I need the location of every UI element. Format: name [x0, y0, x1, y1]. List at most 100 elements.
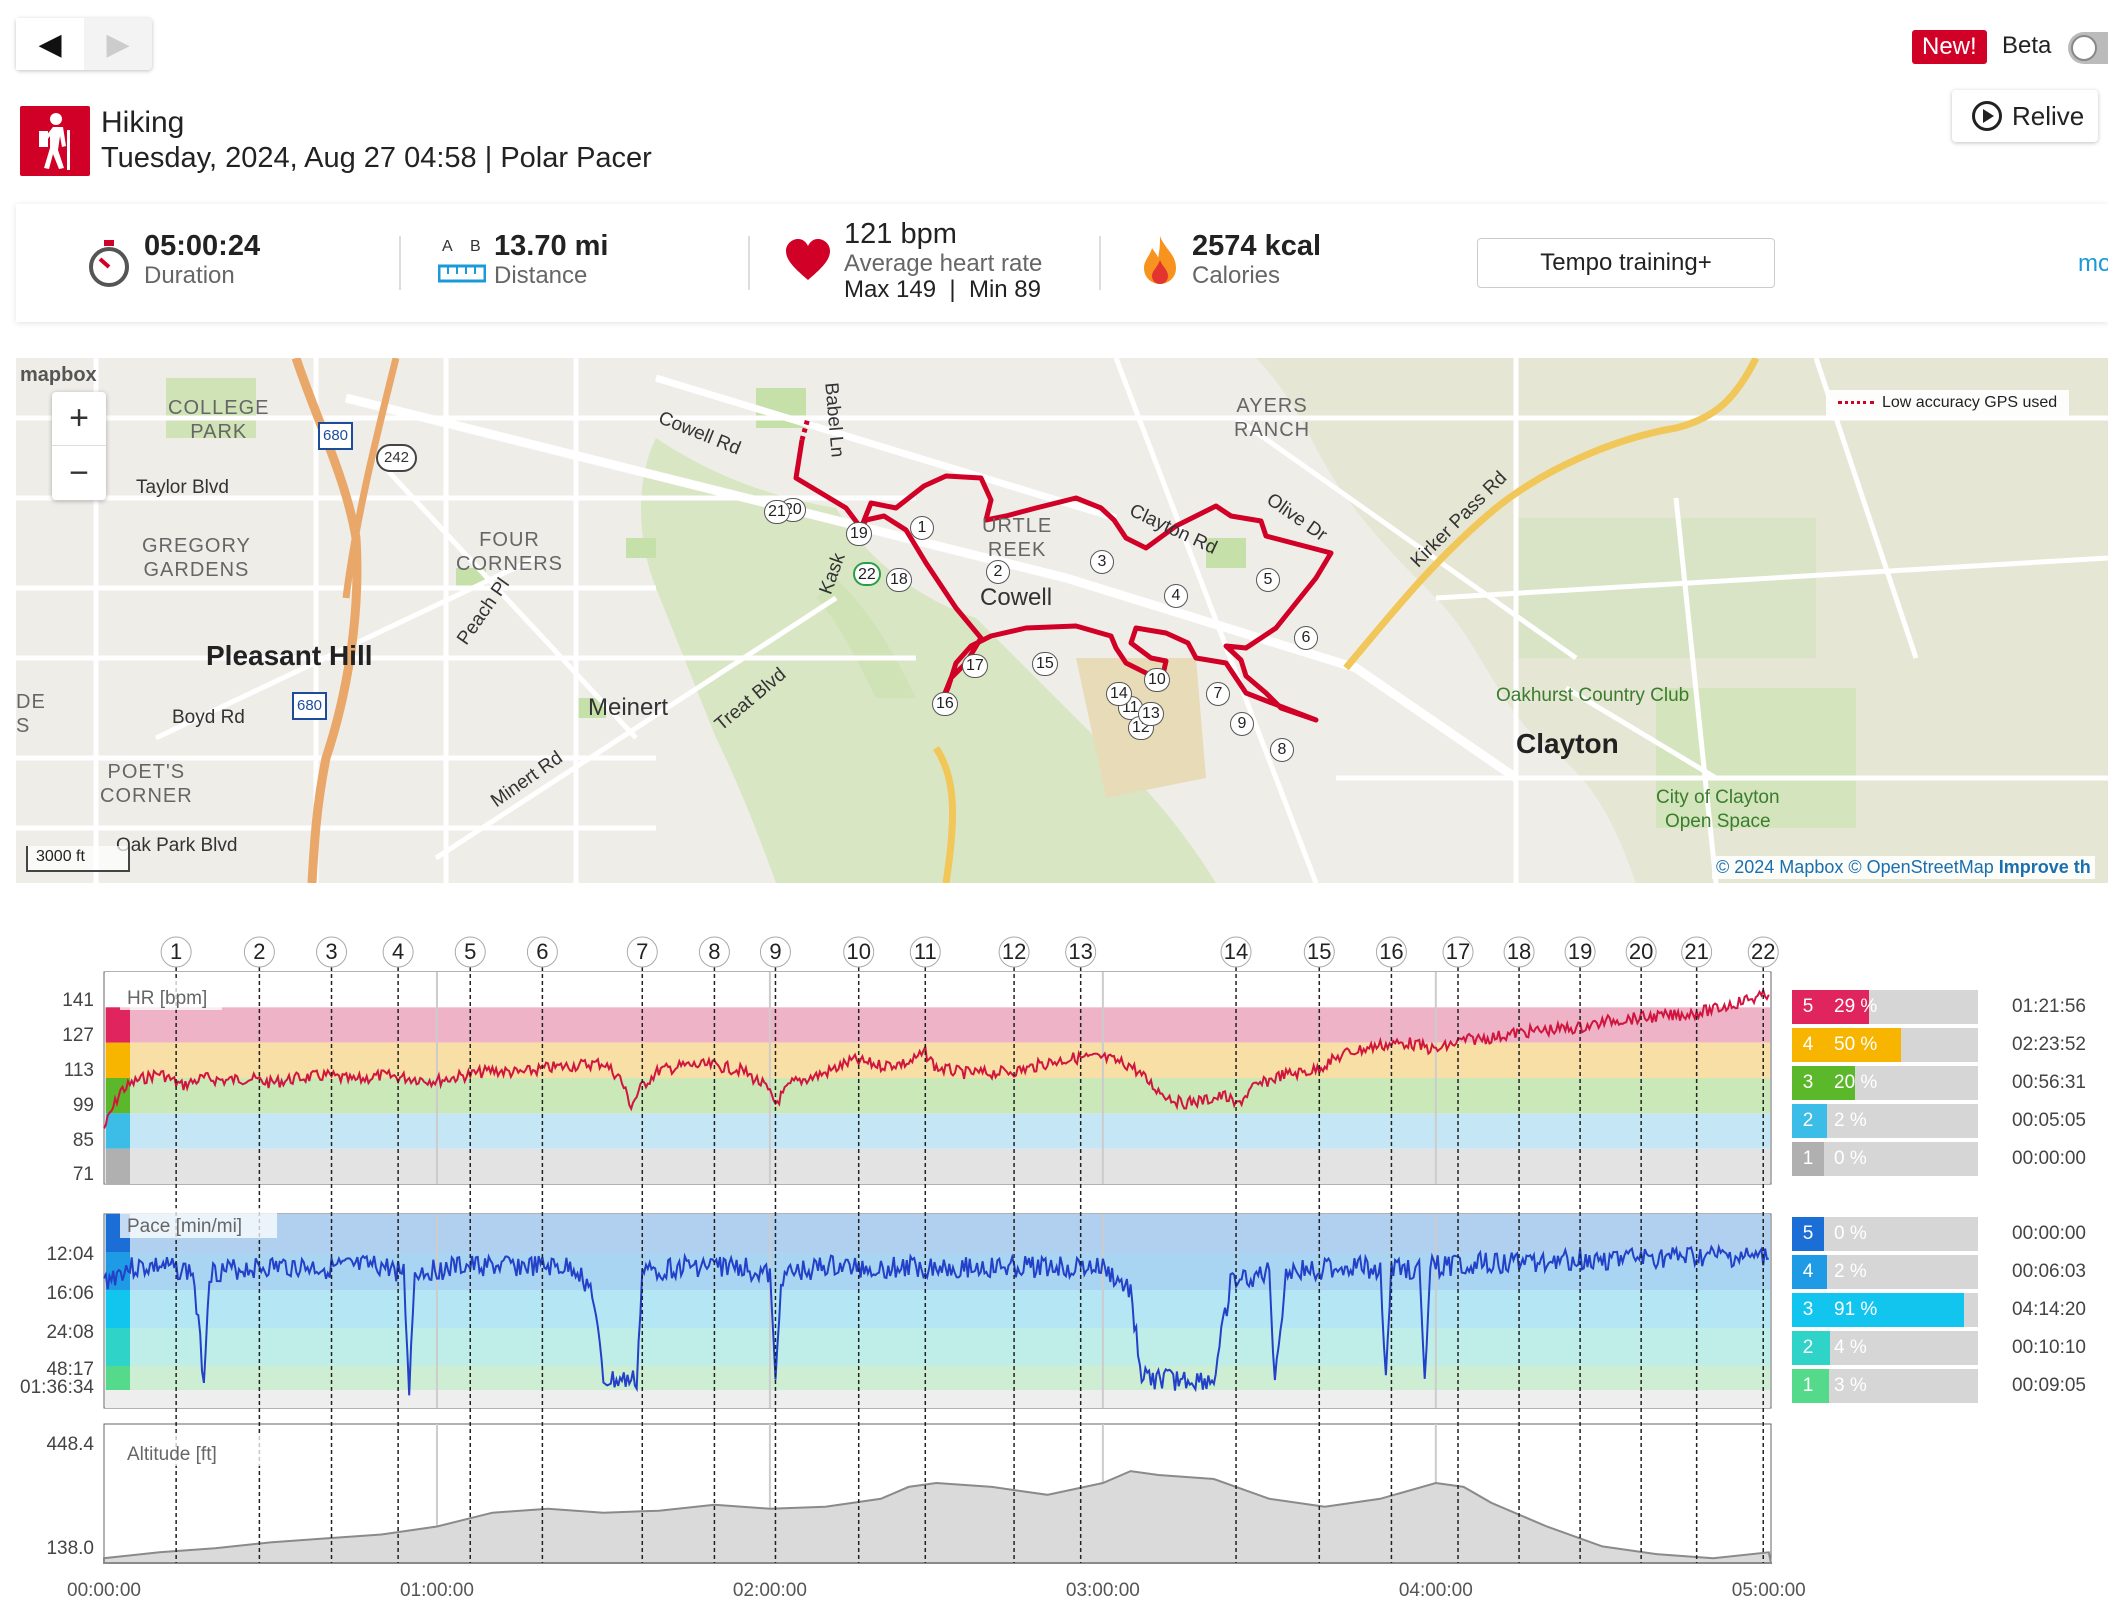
mapbox-attribution[interactable]: © 2024 Mapbox	[1716, 857, 1844, 877]
zoom-out-button[interactable]: −	[69, 453, 89, 492]
lap-marker-label: 9	[769, 939, 781, 964]
lap-marker-label: 2	[253, 939, 265, 964]
lap-marker-label: 6	[536, 939, 548, 964]
heart-rate-stat: 121 bpm Average heart rate Max 149 | Min…	[784, 204, 1084, 322]
lap-marker	[1503, 936, 1535, 968]
lap-marker	[1303, 936, 1335, 968]
improve-map-link[interactable]: Improve th	[1998, 857, 2091, 877]
lap-marker	[316, 936, 348, 968]
map-lap-marker[interactable]: 19	[846, 522, 872, 546]
beta-label: Beta	[2002, 32, 2052, 59]
pace-zone-row: 3 91 %	[1792, 1293, 1978, 1327]
map-lap-marker[interactable]: 13	[1138, 702, 1164, 726]
hr-zone-band	[105, 1042, 1770, 1078]
map-label: Oakhurst Country Club	[1496, 685, 1690, 706]
map-lap-marker[interactable]: 7	[1206, 682, 1230, 706]
lap-marker-label: 11	[914, 939, 937, 964]
hr-y-tick: 85	[73, 1130, 94, 1151]
pace-zone-time: 04:14:20	[2012, 1299, 2086, 1320]
map-label: Oak Park Blvd	[116, 835, 238, 856]
osm-attribution[interactable]: © OpenStreetMap	[1848, 857, 1994, 877]
zoom-in-button[interactable]: +	[52, 392, 106, 446]
hr-zone-time: 02:23:52	[2012, 1034, 2086, 1055]
map-label: Meinert	[588, 694, 669, 721]
pace-zone-bar	[1824, 1369, 1829, 1403]
route-map[interactable]: COLLEGE PARK Taylor Blvd GREGORY GARDENS…	[16, 358, 2108, 883]
lap-marker	[626, 936, 658, 968]
map-lap-marker[interactable]: 6	[1294, 626, 1318, 650]
hr-zone-percent: 50 %	[1834, 1034, 1878, 1055]
lap-marker-label: 13	[1068, 939, 1092, 964]
map-lap-marker[interactable]: 5	[1256, 568, 1280, 592]
map-lap-marker[interactable]: 14	[1106, 682, 1132, 706]
hr-zone-percent: 20 %	[1834, 1072, 1878, 1093]
map-lap-marker[interactable]: 16	[932, 692, 958, 716]
lap-marker-label: 16	[1379, 939, 1403, 964]
map-label: POET'S CORNER	[100, 761, 193, 807]
map-lap-marker[interactable]: 22	[853, 562, 881, 586]
map-lap-marker[interactable]: 15	[1032, 652, 1058, 676]
lap-marker-label: 7	[636, 939, 648, 964]
x-axis-tick: 03:00:00	[1066, 1580, 1140, 1601]
lap-marker-label: 3	[325, 939, 337, 964]
lap-marker	[1375, 936, 1407, 968]
hr-y-tick: 141	[62, 990, 94, 1011]
hr-zone-time: 00:56:31	[2012, 1072, 2086, 1093]
lap-marker	[698, 936, 730, 968]
map-lap-marker[interactable]: 3	[1090, 550, 1114, 574]
map-lap-marker[interactable]: 2	[986, 560, 1010, 584]
map-canvas	[16, 358, 2108, 883]
hr-zone-number: 3	[1792, 1066, 1824, 1100]
map-lap-marker[interactable]: 1	[910, 516, 934, 540]
pace-zone-band	[105, 1366, 1770, 1390]
pace-zone-percent: 3 %	[1834, 1375, 1867, 1396]
hr-label: Average heart rate	[844, 250, 1043, 277]
altitude-area	[103, 1470, 1773, 1564]
hr-zone-number: 2	[1792, 1104, 1824, 1138]
hr-zone-row: 2 2 %	[1792, 1104, 1978, 1138]
map-label: DE S	[16, 691, 46, 737]
pace-zone-row: 1 3 %	[1792, 1369, 1978, 1403]
pace-zone-band	[105, 1390, 1770, 1408]
lap-marker	[759, 936, 791, 968]
lap-marker	[843, 936, 875, 968]
hr-zone-bar	[1824, 990, 1869, 1024]
lap-marker-label: 17	[1446, 939, 1470, 964]
map-lap-marker[interactable]: 8	[1270, 738, 1294, 762]
lap-marker	[1747, 936, 1779, 968]
previous-button[interactable]: ◀	[16, 18, 84, 70]
x-axis-tick: 05:00:00	[1732, 1580, 1806, 1601]
route-shield: 242	[376, 444, 418, 472]
pace-zone-time: 00:06:03	[2012, 1261, 2086, 1282]
beta-toggle[interactable]	[2068, 32, 2108, 64]
more-link[interactable]: mo	[2078, 250, 2108, 277]
next-button[interactable]: ▶	[106, 27, 130, 61]
hr-zone-row: 5 29 %	[1792, 990, 1978, 1024]
hr-line	[103, 986, 1770, 1129]
training-benefit-button[interactable]: Tempo training+	[1477, 238, 1775, 288]
lap-marker-label: 18	[1507, 939, 1531, 964]
map-lap-marker[interactable]: 17	[962, 654, 988, 678]
map-lap-marker[interactable]: 10	[1144, 668, 1170, 692]
hr-zone-band	[105, 972, 1770, 1008]
lap-marker	[526, 936, 558, 968]
map-attribution[interactable]: © 2024 Mapbox © OpenStreetMap Improve th	[1712, 856, 2095, 879]
map-label: Cowell	[980, 584, 1053, 611]
zoom-control: + −	[52, 392, 106, 500]
hr-y-tick: 127	[62, 1025, 94, 1046]
lap-marker-label: 21	[1684, 939, 1708, 964]
lap-marker	[1220, 936, 1252, 968]
pace-zone-number: 3	[1792, 1293, 1824, 1327]
duration-label: Duration	[144, 262, 235, 289]
map-lap-marker[interactable]: 21	[764, 500, 790, 524]
relive-button[interactable]: Relive	[1952, 90, 2098, 142]
lap-marker-label: 1	[170, 939, 182, 964]
duration-stat: 05:00:24 Duration	[86, 204, 306, 322]
map-lap-marker[interactable]: 18	[886, 568, 912, 592]
panel-title: Altitude [ft]	[127, 1444, 217, 1465]
hr-value: 121 bpm	[844, 218, 957, 250]
map-lap-marker[interactable]: 9	[1230, 712, 1254, 736]
map-lap-marker[interactable]: 4	[1164, 584, 1188, 608]
dotted-line-icon	[1838, 401, 1874, 405]
